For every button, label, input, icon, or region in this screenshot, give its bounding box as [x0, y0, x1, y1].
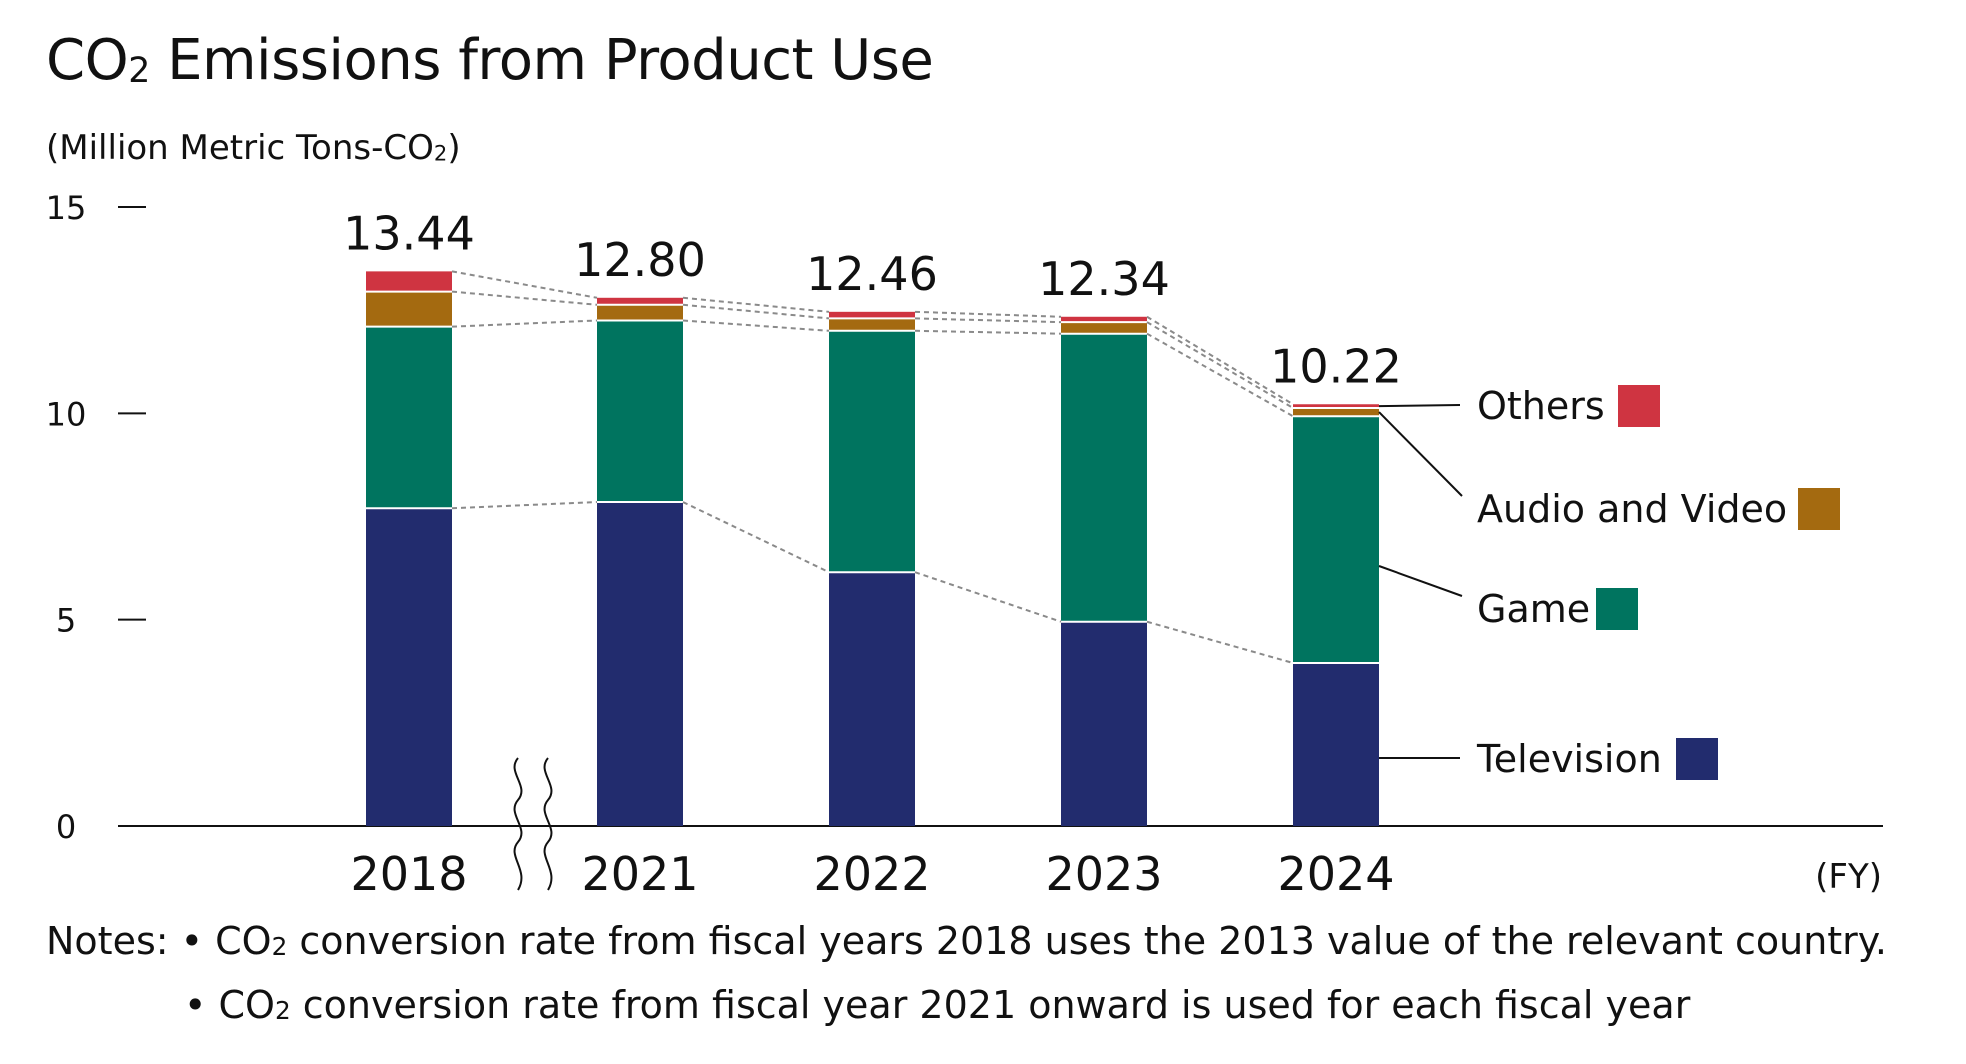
bar-segment-television [1061, 621, 1147, 826]
bar-segment-others [366, 271, 452, 292]
trend-connector [451, 270, 598, 299]
bar-segment-audio-and-video [366, 291, 452, 327]
bar-segment-television [1293, 662, 1379, 826]
total-label: 12.34 [1038, 252, 1170, 306]
total-label: 12.80 [574, 233, 706, 287]
trend-connector [1146, 332, 1294, 418]
trend-connector [682, 303, 830, 320]
trend-connector [682, 501, 830, 574]
x-tick-label: 2022 [813, 847, 930, 900]
x-tick-label: 2018 [350, 847, 467, 900]
bar-segment-game [829, 330, 915, 573]
chart-title: CO2 Emissions from Product Use [46, 28, 934, 93]
chart-notes: Notes: • CO2 conversion rate from fiscal… [46, 912, 1887, 1040]
x-tick-label: 2024 [1277, 847, 1394, 900]
legend-swatch-audio-and-video [1798, 488, 1840, 530]
legend-leader-line [1378, 411, 1463, 497]
bar-segment-audio-and-video [1293, 407, 1379, 417]
trend-connector [914, 329, 1062, 335]
legend-swatch-television [1676, 738, 1718, 780]
trend-connector [914, 571, 1062, 623]
x-tick-label: 2021 [581, 847, 698, 900]
trend-connector [682, 296, 830, 313]
y-axis-unit-label: (Million Metric Tons-CO2) [46, 128, 461, 168]
y-tick-label: 10 [46, 395, 87, 433]
bar-segment-television [597, 502, 683, 826]
note-line-1: Notes: • CO2 conversion rate from fiscal… [46, 919, 1887, 963]
bar-segment-others [829, 311, 915, 319]
trend-connector [451, 319, 598, 328]
trend-connector [1146, 315, 1294, 406]
bar-segment-others [1061, 316, 1147, 323]
x-axis-unit-label: (FY) [1815, 857, 1882, 897]
bar-segment-game [1293, 416, 1379, 663]
legend-label: Television [1476, 737, 1662, 781]
trend-connector [451, 501, 598, 510]
y-tick-label: 0 [56, 808, 76, 846]
axis-break-mark [543, 757, 553, 891]
bar-segment-television [829, 572, 915, 826]
bar-segment-television [366, 508, 452, 826]
bar-segment-game [597, 320, 683, 503]
total-label: 12.46 [806, 247, 938, 301]
total-label: 10.22 [1270, 339, 1402, 393]
x-tick-label: 2023 [1045, 847, 1162, 900]
trend-connector [682, 319, 830, 332]
y-tick-label: 15 [46, 189, 87, 227]
bar-segment-others [1293, 404, 1379, 408]
trend-connector [914, 310, 1062, 318]
legend-leader-line [1378, 565, 1463, 597]
legend-swatch-others [1618, 385, 1660, 427]
bar-segment-audio-and-video [597, 304, 683, 321]
legend-label: Game [1477, 587, 1590, 631]
y-tick-label: 5 [56, 602, 76, 640]
bar-segment-audio-and-video [829, 318, 915, 331]
total-label: 13.44 [343, 206, 475, 260]
bar-segment-game [1061, 333, 1147, 622]
legend-leader-line [1378, 404, 1461, 408]
bar-segment-others [597, 297, 683, 305]
axis-break-mark [513, 757, 523, 891]
bar-segment-game [366, 326, 452, 509]
bar-segment-audio-and-video [1061, 322, 1147, 334]
note-line-2: • CO2 conversion rate from fiscal year 2… [184, 983, 1691, 1028]
trend-connector [1146, 620, 1294, 664]
legend-label: Others [1477, 384, 1605, 428]
legend-label: Audio and Video [1477, 487, 1787, 531]
trend-connector [914, 317, 1062, 324]
legend-swatch-game [1596, 588, 1638, 630]
trend-connector [451, 290, 598, 306]
stacked-bar-chart: 0 5 10 15 13.44 2018 12.80 2021 12.46 2022 12.34 20… [46, 189, 1883, 900]
trend-connector [1146, 321, 1294, 409]
